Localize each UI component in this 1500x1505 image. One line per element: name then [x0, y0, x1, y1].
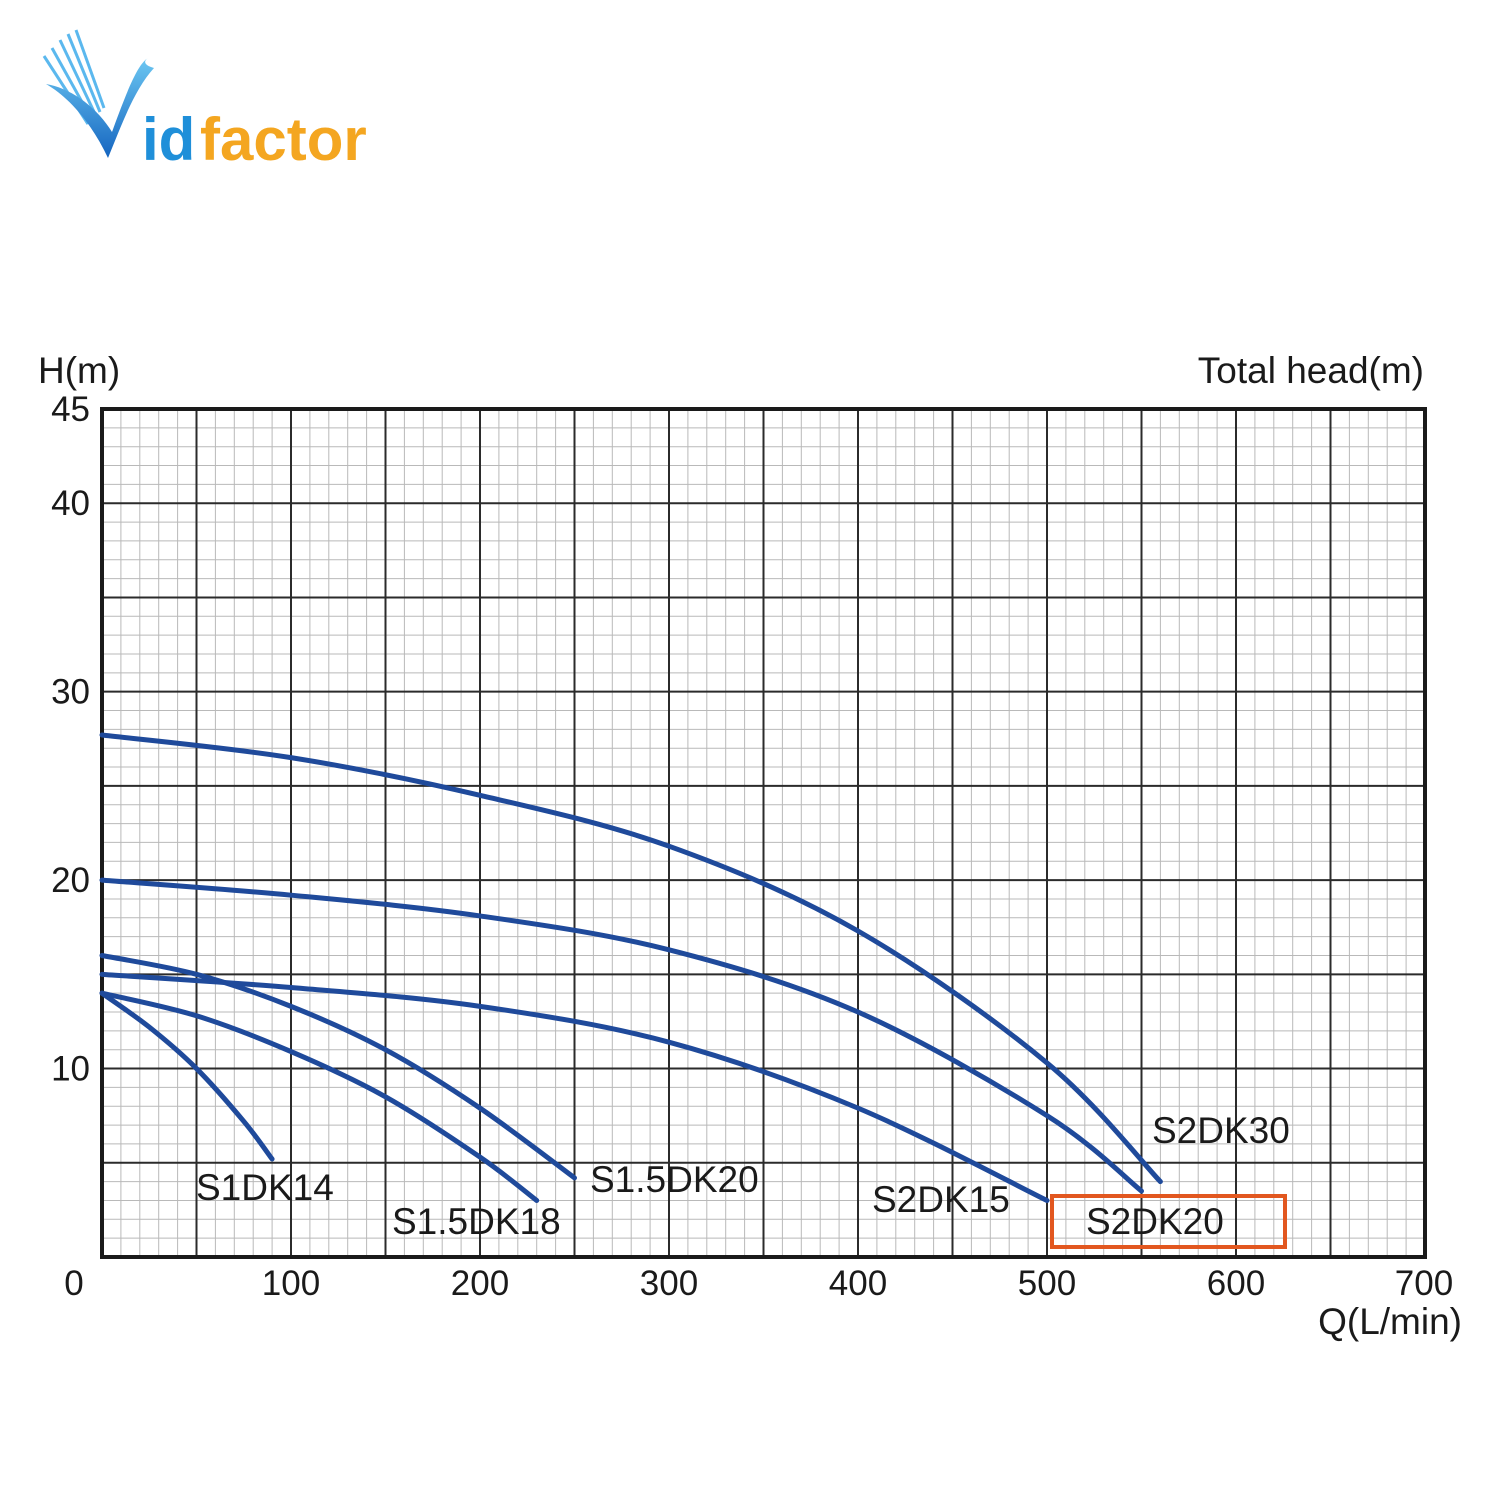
- y-tick-label: 40: [51, 484, 90, 523]
- series-labels: S1DK14 S1.5DK18 S1.5DK20 S2DK15 S2DK20 S2DK30: [196, 1110, 1290, 1242]
- y-axis-title: H(m): [38, 350, 120, 391]
- series-line-s1-5dk20: [99, 952, 577, 1181]
- x-tick-label: 600: [1207, 1264, 1265, 1303]
- series-label-s2dk20: S2DK20: [1086, 1201, 1224, 1242]
- series-label-s1-5dk20: S1.5DK20: [590, 1159, 759, 1200]
- plot-frame: [100, 407, 1427, 1259]
- y-tick-label: 30: [51, 673, 90, 712]
- x-tick-labels: 0 100 200 300 400 500 600 700: [64, 1264, 1453, 1303]
- x-tick-label: 400: [829, 1264, 887, 1303]
- y-tick-labels: 10 20 30 40 45: [51, 390, 90, 1089]
- series-line-s1dk14: [99, 990, 275, 1162]
- x-tick-label: 200: [451, 1264, 509, 1303]
- series-lines: [99, 732, 1163, 1203]
- series-label-s1dk14: S1DK14: [196, 1167, 334, 1208]
- series-line-s2dk30: [99, 732, 1163, 1185]
- x-axis-title: Q(L/min): [1318, 1301, 1462, 1342]
- x-tick-label: 0: [64, 1264, 83, 1303]
- logo-text-factor: factor: [200, 106, 367, 173]
- series-label-s2dk30: S2DK30: [1152, 1110, 1290, 1151]
- series-label-s2dk15: S2DK15: [872, 1179, 1010, 1220]
- x-tick-label: 100: [262, 1264, 320, 1303]
- series-label-s1-5dk18: S1.5DK18: [392, 1201, 561, 1242]
- x-tick-label: 700: [1395, 1264, 1453, 1303]
- highlight-box-s2dk20: [1050, 1194, 1287, 1249]
- y-tick-label: 45: [51, 390, 90, 429]
- y-tick-label: 10: [51, 1050, 90, 1089]
- logo-text-id: id: [142, 106, 195, 173]
- series-line-s2dk15: [99, 971, 1050, 1203]
- y-tick-label: 20: [51, 861, 90, 900]
- brand-logo-graphic: id factor: [42, 29, 367, 173]
- brand-logo: id factor: [30, 28, 390, 178]
- series-line-s1-5dk18: [99, 990, 540, 1203]
- right-axis-title: Total head(m): [1198, 350, 1424, 391]
- series-line-s2dk20: [99, 877, 1144, 1194]
- logo-v-shape: [46, 58, 154, 158]
- x-tick-label: 500: [1018, 1264, 1076, 1303]
- x-tick-label: 300: [640, 1264, 698, 1303]
